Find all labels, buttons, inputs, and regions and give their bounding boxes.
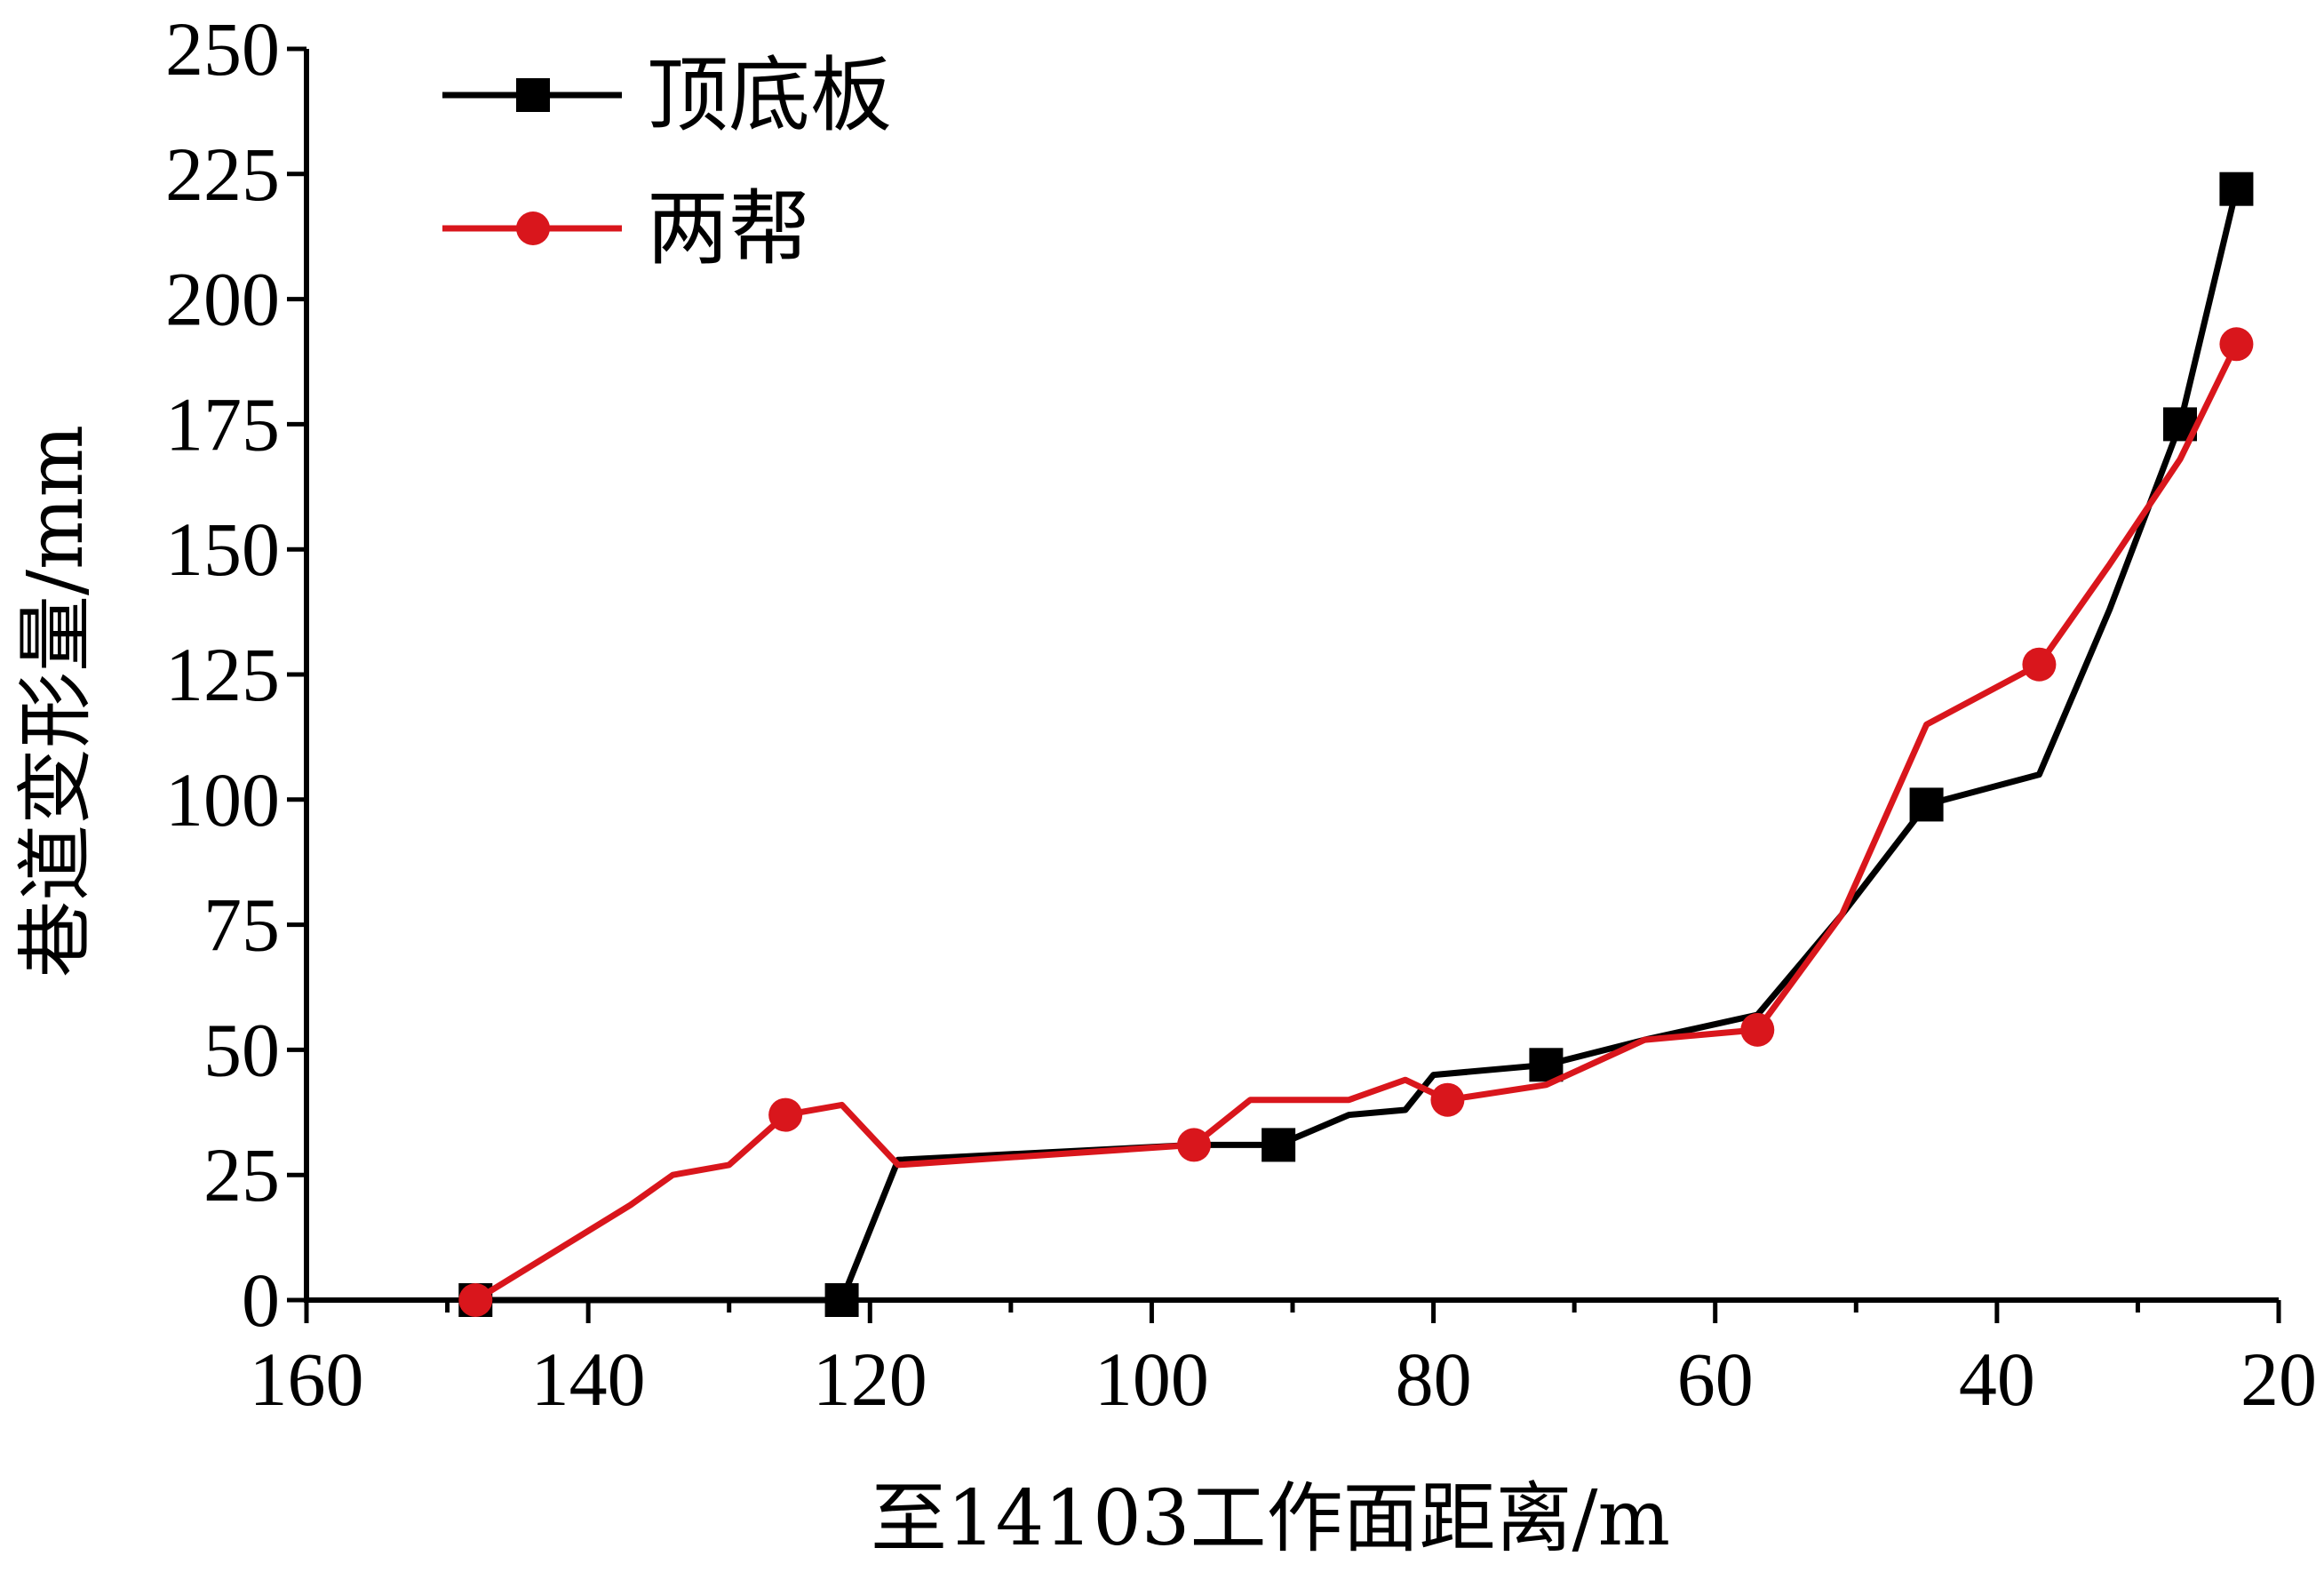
y-tick-label: 150 [165,507,280,592]
series-2 [458,327,2254,1317]
x-tick-label: 80 [1396,1337,1472,1422]
data-point [1177,1128,1211,1162]
y-tick-label: 25 [203,1132,280,1217]
data-point [2219,172,2254,206]
y-tick-label: 50 [203,1007,280,1092]
x-tick-label: 140 [531,1337,646,1422]
x-tick-label: 20 [2240,1337,2317,1422]
data-point [824,1283,859,1317]
legend-label: 顶底板 [647,48,892,143]
legend-item-2: 两帮 [442,181,810,276]
x-tick-label: 60 [1677,1337,1754,1422]
data-point [1529,1048,1564,1082]
x-tick-label: 100 [1094,1337,1209,1422]
legend-marker [516,211,550,245]
legend-label: 两帮 [647,181,810,276]
data-point [768,1097,803,1132]
data-point [1430,1082,1465,1117]
data-point [1909,787,1944,822]
data-point [458,1283,493,1317]
ticks: 0 25 50 75 100 125 150 175 200 225 250 160 140 120 100… [165,6,2317,1422]
y-tick-label: 75 [203,882,280,968]
y-tick-label: 125 [165,632,280,717]
x-tick-label: 40 [1959,1337,2035,1422]
series-group [458,172,2254,1317]
x-tick-label: 120 [813,1337,927,1422]
legend-marker [516,78,550,112]
data-point [1740,1012,1775,1047]
y-tick-label: 200 [165,257,280,342]
y-tick-label: 225 [165,132,280,217]
y-tick-label: 175 [165,381,280,467]
series-1 [458,172,2254,1317]
x-tick-label: 160 [250,1337,364,1422]
data-point [1261,1128,1296,1162]
legend-item-1: 顶底板 [442,48,892,143]
axes [304,49,2279,1303]
x-axis-title: 至14103工作面距离/m [871,1474,1670,1563]
y-tick-label: 100 [165,757,280,842]
data-point [2219,327,2254,362]
y-axis-title: 巷道变形量/mm [12,425,100,978]
series-line [475,188,2240,1304]
data-point [2022,647,2057,682]
series-line [474,342,2240,1303]
y-tick-label: 0 [242,1257,280,1343]
y-tick-label: 250 [165,6,280,92]
